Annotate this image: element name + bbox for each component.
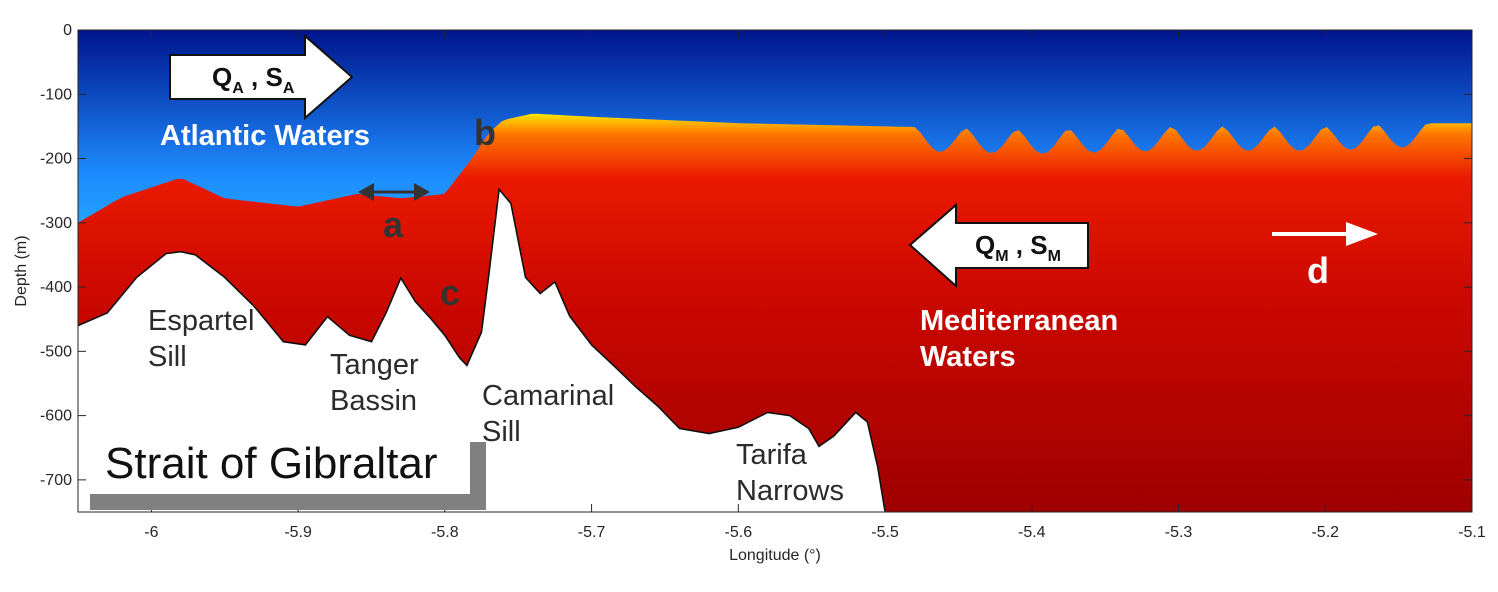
atlantic-flux-arrow: QA , SA xyxy=(169,33,354,121)
x-tick-label: -5.8 xyxy=(431,524,459,541)
espartel-sill-label-line1: Espartel xyxy=(148,305,254,337)
x-tick-label: -5.4 xyxy=(1018,524,1046,541)
tanger-bassin-label-line1: Tanger xyxy=(330,349,419,381)
y-tick-label: -100 xyxy=(40,86,72,103)
arrow-d xyxy=(1272,222,1378,246)
y-tick-label: 0 xyxy=(63,22,72,39)
tarifa-narrows-label-line2: Narrows xyxy=(736,475,844,507)
seafloor-fill xyxy=(78,189,886,512)
label-c: c xyxy=(440,272,460,313)
espartel-sill-label-line2: Sill xyxy=(148,341,187,373)
x-tick-label: -5.6 xyxy=(725,524,753,541)
y-tick-label: -400 xyxy=(40,279,72,296)
y-axis-ticks: 0 -100 -200 -300 -400 -500 -600 -700 xyxy=(40,22,1472,489)
y-tick-label: -200 xyxy=(40,151,72,168)
label-d: d xyxy=(1307,250,1329,291)
plot-frame xyxy=(77,29,1473,513)
x-tick-label: -5.3 xyxy=(1165,524,1193,541)
camarinal-sill-label-line1: Camarinal xyxy=(482,380,614,412)
double-arrow-a xyxy=(358,183,430,201)
y-tick-label: -700 xyxy=(40,472,72,489)
label-a: a xyxy=(383,204,404,245)
heatmap-area xyxy=(78,30,1472,512)
x-tick-label: -5.9 xyxy=(284,524,312,541)
camarinal-sill-label-line2: Sill xyxy=(482,416,521,448)
tanger-bassin-label-line2: Bassin xyxy=(330,385,417,417)
y-axis-label: Depth (m) xyxy=(13,235,30,306)
atlantic-flux-label: QA , SA xyxy=(212,62,295,97)
y-tick-label: -300 xyxy=(40,215,72,232)
label-b: b xyxy=(474,112,496,153)
mediterranean-waters-label-line2: Waters xyxy=(920,341,1016,373)
x-axis-label: Longitude (°) xyxy=(729,547,821,564)
x-tick-label: -5.5 xyxy=(871,524,899,541)
atlantic-waters-label: Atlantic Waters xyxy=(160,120,370,152)
x-tick-label: -5.1 xyxy=(1458,524,1486,541)
mediterranean-waters-label-line1: Mediterranean xyxy=(920,305,1118,337)
x-tick-label: -5.2 xyxy=(1311,524,1339,541)
x-tick-label: -6 xyxy=(144,524,158,541)
x-tick-label: -5.7 xyxy=(578,524,606,541)
mediterranean-flux-label: QM , SM xyxy=(975,230,1061,265)
strait-bracket xyxy=(90,442,486,510)
x-axis-ticks: -6 -5.9 -5.8 -5.7 -5.6 -5.5 -5.4 -5.3 -5.2 -5.1 xyxy=(144,30,1486,541)
y-tick-label: -600 xyxy=(40,408,72,425)
tarifa-narrows-label-line1: Tarifa xyxy=(736,439,808,471)
seafloor-line xyxy=(78,187,886,512)
mediterranean-flux-arrow: QM , SM xyxy=(908,202,1089,289)
strait-of-gibraltar-label: Strait of Gibraltar xyxy=(105,439,438,488)
y-tick-label: -500 xyxy=(40,343,72,360)
